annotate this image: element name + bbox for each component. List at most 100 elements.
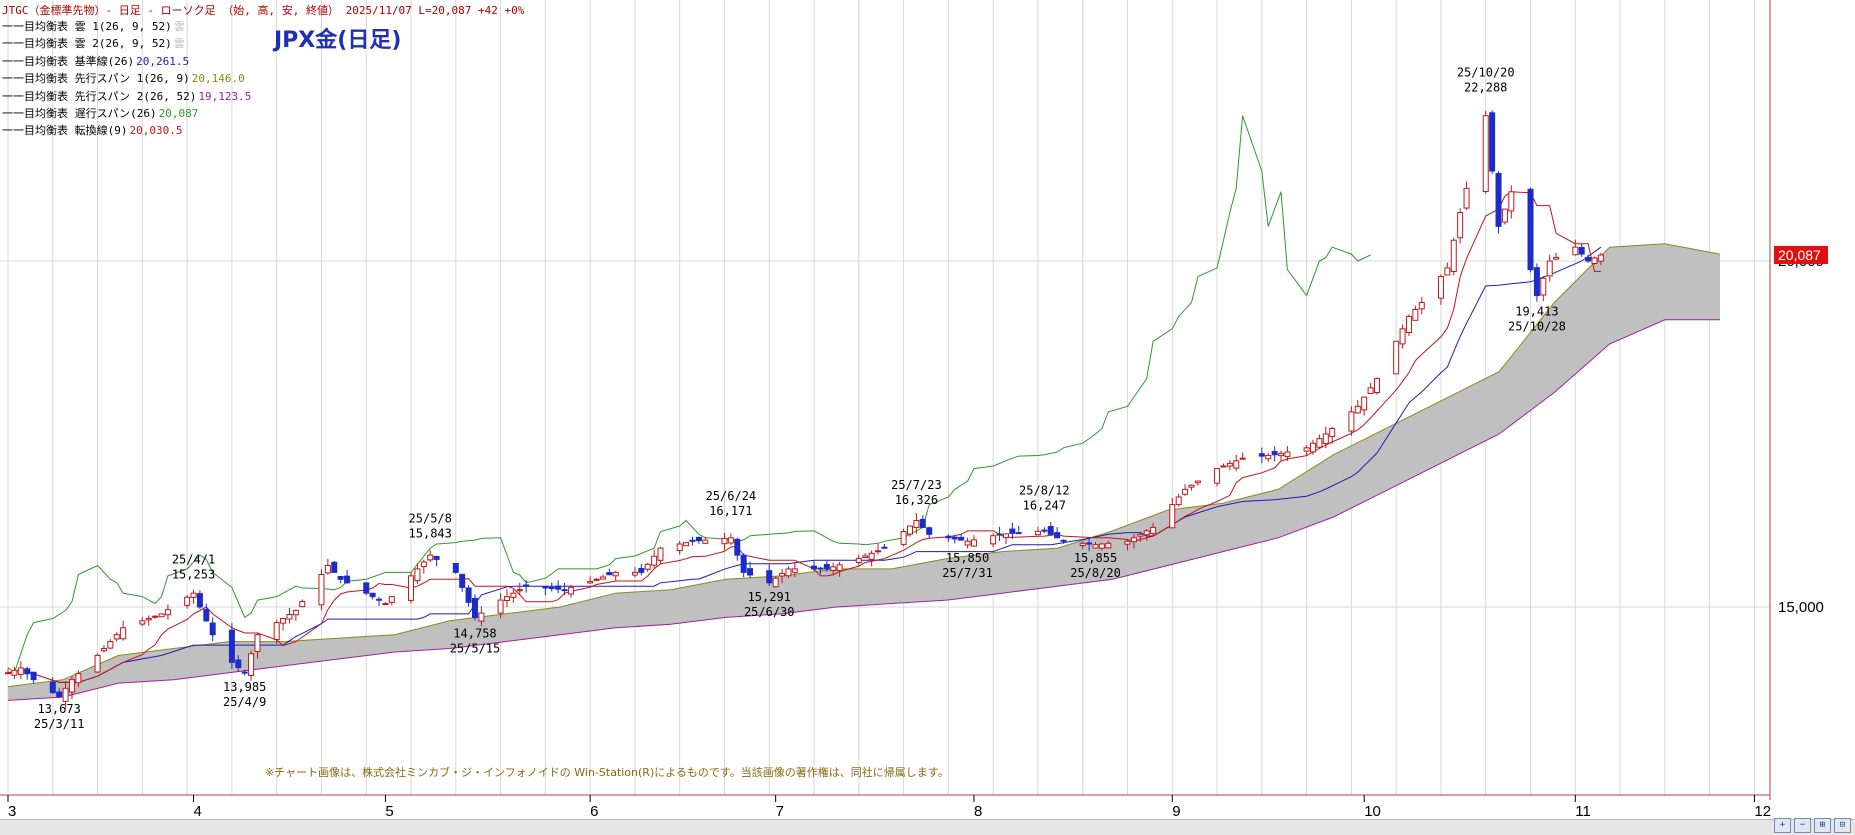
candle-body [1169, 504, 1176, 529]
candle-body [1226, 462, 1233, 467]
annotation-label: 15,253 [172, 567, 215, 581]
candle-body [503, 596, 510, 601]
candle-body [779, 573, 786, 577]
candle-body [1310, 442, 1317, 453]
x-tick-label: 10 [1364, 803, 1381, 820]
candle-body [913, 520, 920, 529]
candle-body [766, 570, 773, 584]
candle-body [337, 575, 344, 580]
candle-body [1137, 533, 1144, 537]
senkou-span-2-line [7, 319, 1720, 701]
candle-body [452, 562, 459, 573]
candle-body [318, 573, 325, 606]
candle-body [823, 563, 830, 570]
candle-body [68, 679, 75, 693]
candle-body [676, 543, 683, 552]
candle-body [459, 573, 466, 588]
candle-body [689, 539, 696, 542]
legend-label: 一一目均衡表 雲 1(26, 9, 52) [2, 20, 172, 33]
legend-value: 20,146.0 [191, 72, 245, 86]
candle-body [587, 580, 594, 584]
zoom-in-icon[interactable]: + [1774, 818, 1791, 833]
candle-body [1239, 457, 1246, 460]
candle-body [49, 681, 56, 694]
candle-body [62, 687, 69, 702]
candle-body [1361, 396, 1368, 411]
last-price-box [1774, 245, 1828, 264]
bottom-scrollbar[interactable] [0, 819, 1855, 835]
candle-body [299, 600, 306, 608]
candle-body [388, 596, 395, 603]
candle-body [1412, 308, 1419, 321]
candle-body [855, 558, 862, 563]
annotation-label: 25/10/20 [1457, 66, 1515, 80]
candle-body [465, 587, 472, 603]
legend-row: 一一目均衡表 雲 1(26, 9, 52) 雲 [2, 18, 251, 35]
legend-row: 一一目均衡表 雲 2(26, 9, 52) 雲 [2, 35, 251, 52]
annotation-label: 15,843 [409, 527, 452, 541]
candle-body [958, 536, 965, 541]
candle-body [1009, 528, 1016, 534]
annotation-label: 16,247 [1023, 499, 1066, 513]
legend-value: 20,030.5 [129, 124, 183, 138]
candle-body [369, 592, 376, 598]
chikou-span-line [7, 115, 1371, 674]
candle-body [1585, 256, 1592, 262]
candle-body [811, 565, 818, 570]
annotation-label: 25/3/11 [34, 717, 85, 731]
legend-row: 一一目均衡表 先行スパン 2(26, 52) 19,123.5 [2, 88, 251, 105]
candle-body [1303, 447, 1310, 452]
candle-body [1527, 188, 1534, 271]
candles [5, 110, 1604, 709]
candle-body [184, 596, 191, 606]
candle-body [324, 564, 331, 574]
candle-body [1399, 328, 1406, 345]
candle-body [1041, 529, 1048, 532]
candle-body [497, 599, 504, 614]
annotation-label: 22,288 [1464, 81, 1507, 95]
candle-body [830, 566, 837, 572]
candle-body [548, 586, 555, 590]
cloud-fill [8, 243, 1720, 701]
candle-body [900, 531, 907, 545]
annotation-label: 15,850 [946, 551, 989, 565]
zoom-out-icon[interactable]: − [1794, 818, 1811, 833]
candle-body [791, 568, 798, 573]
candle-body [56, 691, 63, 698]
candle-body [382, 603, 389, 606]
candle-body [1437, 276, 1444, 299]
candle-body [683, 542, 690, 547]
fit-icon[interactable]: ⊞ [1814, 818, 1831, 833]
candle-body [1086, 542, 1093, 545]
candle-body [1098, 543, 1105, 549]
candle-body [203, 609, 210, 622]
settings-icon[interactable]: ⊟ [1834, 818, 1851, 833]
candle-body [1047, 526, 1054, 535]
annotation-label: 13,673 [37, 702, 80, 716]
candle-body [139, 620, 146, 625]
x-tick-label: 8 [974, 803, 982, 820]
candle-body [331, 561, 338, 573]
candle-body [1220, 465, 1227, 468]
candle-body [862, 555, 869, 558]
annotation-label: 16,171 [709, 504, 752, 518]
candle-body [561, 589, 568, 592]
candle-body [190, 592, 197, 598]
candle-body [209, 622, 216, 636]
candle-body [414, 568, 421, 582]
candle-body [1329, 427, 1336, 437]
x-tick-label: 7 [776, 803, 784, 820]
candle-body [996, 533, 1003, 536]
candle-body [1002, 533, 1009, 539]
axes: 15,00020,000345678910111220,087※チャート画像は、… [0, 0, 1828, 820]
candle-body [471, 597, 478, 618]
legend-label: 一一目均衡表 先行スパン 1(26, 9) [2, 72, 190, 86]
candle-body [152, 615, 159, 618]
candle-body [241, 671, 248, 674]
candle-body [727, 537, 734, 544]
indicator-legend: 一一目均衡表 雲 1(26, 9, 52) 雲一一目均衡表 雲 2(26, 9, … [2, 18, 251, 140]
tenkan-line [7, 191, 1601, 683]
candle-body [945, 535, 952, 539]
chart-header: JTGC（金標準先物）- 日足 - ローソク足 （始, 高, 安, 終値） 20… [2, 4, 525, 17]
candle-body [644, 563, 651, 570]
